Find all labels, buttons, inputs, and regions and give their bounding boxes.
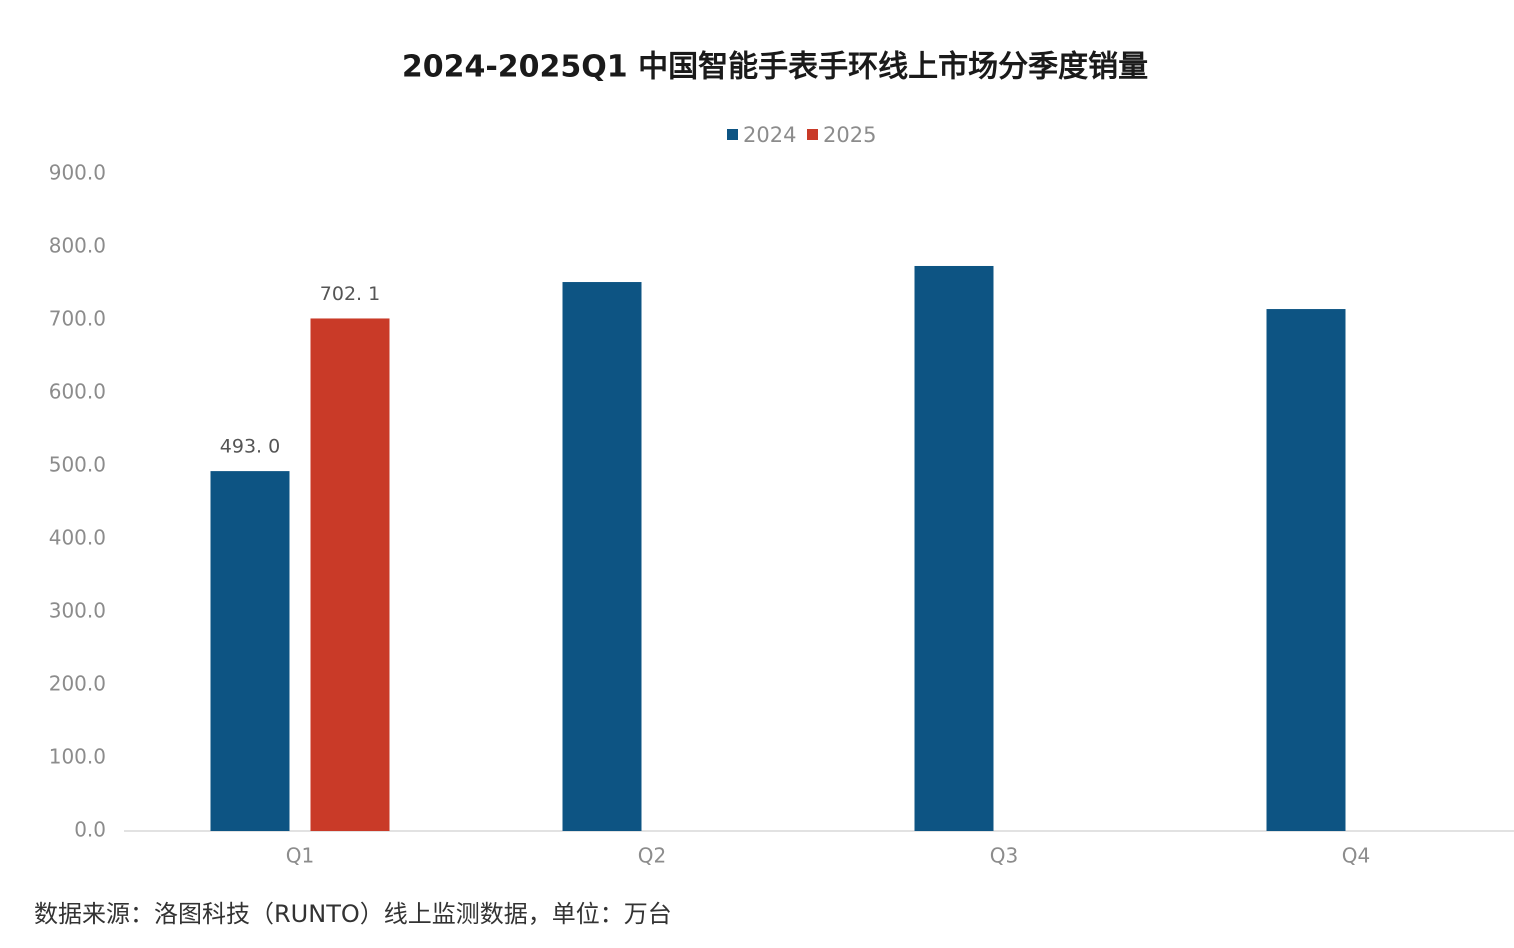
data-label: 702. 1 [320,283,380,305]
chart-title: 2024-2025Q1 中国智能手表手环线上市场分季度销量 [402,50,1148,85]
x-tick-label: Q4 [1342,844,1370,868]
legend-label: 2024 [743,123,796,147]
y-tick-label: 200.0 [49,672,106,696]
y-tick-label: 700.0 [49,307,106,331]
y-tick-label: 400.0 [49,526,106,550]
source-note: 数据来源：洛图科技（RUNTO）线上监测数据，单位：万台 [34,900,672,928]
y-tick-label: 300.0 [49,599,106,623]
legend-swatch [727,129,738,140]
bar [562,282,642,831]
data-label: 493. 0 [220,436,280,458]
y-tick-label: 500.0 [49,453,106,477]
x-tick-label: Q2 [638,844,666,868]
legend-swatch [807,129,818,140]
bar [914,265,994,832]
y-tick-label: 900.0 [49,161,106,185]
bar [1266,309,1346,831]
legend-label: 2025 [823,123,876,147]
x-tick-label: Q1 [286,844,314,868]
y-tick-label: 600.0 [49,380,106,404]
x-tick-label: Q3 [990,844,1018,868]
y-tick-label: 100.0 [49,745,106,769]
y-tick-label: 800.0 [49,234,106,258]
bar [310,318,390,831]
bar [210,471,290,831]
y-tick-label: 0.0 [74,818,106,842]
